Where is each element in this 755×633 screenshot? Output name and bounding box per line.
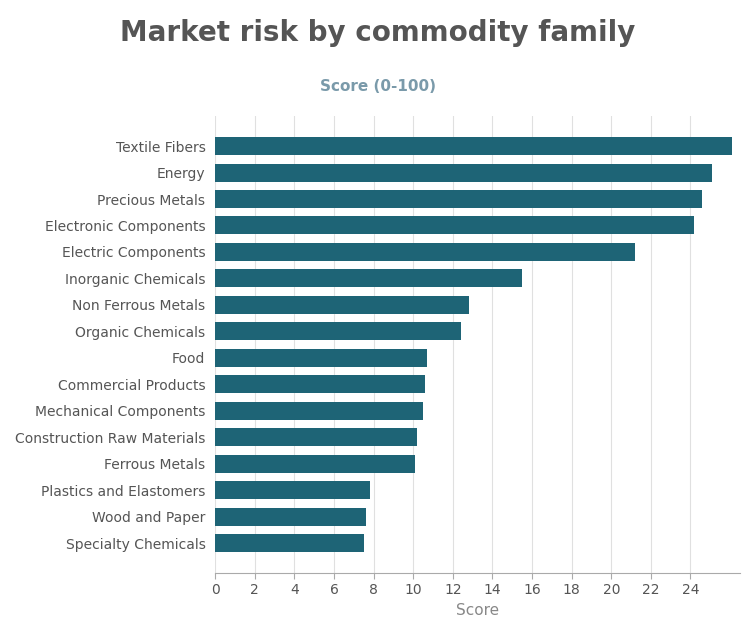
Bar bbox=[215, 375, 425, 393]
Bar bbox=[215, 508, 365, 526]
Bar bbox=[215, 163, 712, 182]
Bar bbox=[215, 429, 417, 446]
Bar bbox=[215, 455, 415, 473]
Bar bbox=[215, 322, 461, 341]
Bar bbox=[215, 243, 635, 261]
Bar bbox=[215, 534, 364, 552]
Bar bbox=[215, 402, 423, 420]
Text: Score (0-100): Score (0-100) bbox=[319, 79, 436, 94]
Bar bbox=[215, 349, 427, 367]
Bar bbox=[215, 137, 732, 155]
Bar bbox=[215, 216, 695, 234]
X-axis label: Score: Score bbox=[456, 603, 499, 618]
Bar bbox=[215, 481, 370, 499]
Bar bbox=[215, 270, 522, 287]
Bar bbox=[215, 190, 702, 208]
Bar bbox=[215, 296, 469, 314]
Text: Market risk by commodity family: Market risk by commodity family bbox=[120, 19, 635, 47]
